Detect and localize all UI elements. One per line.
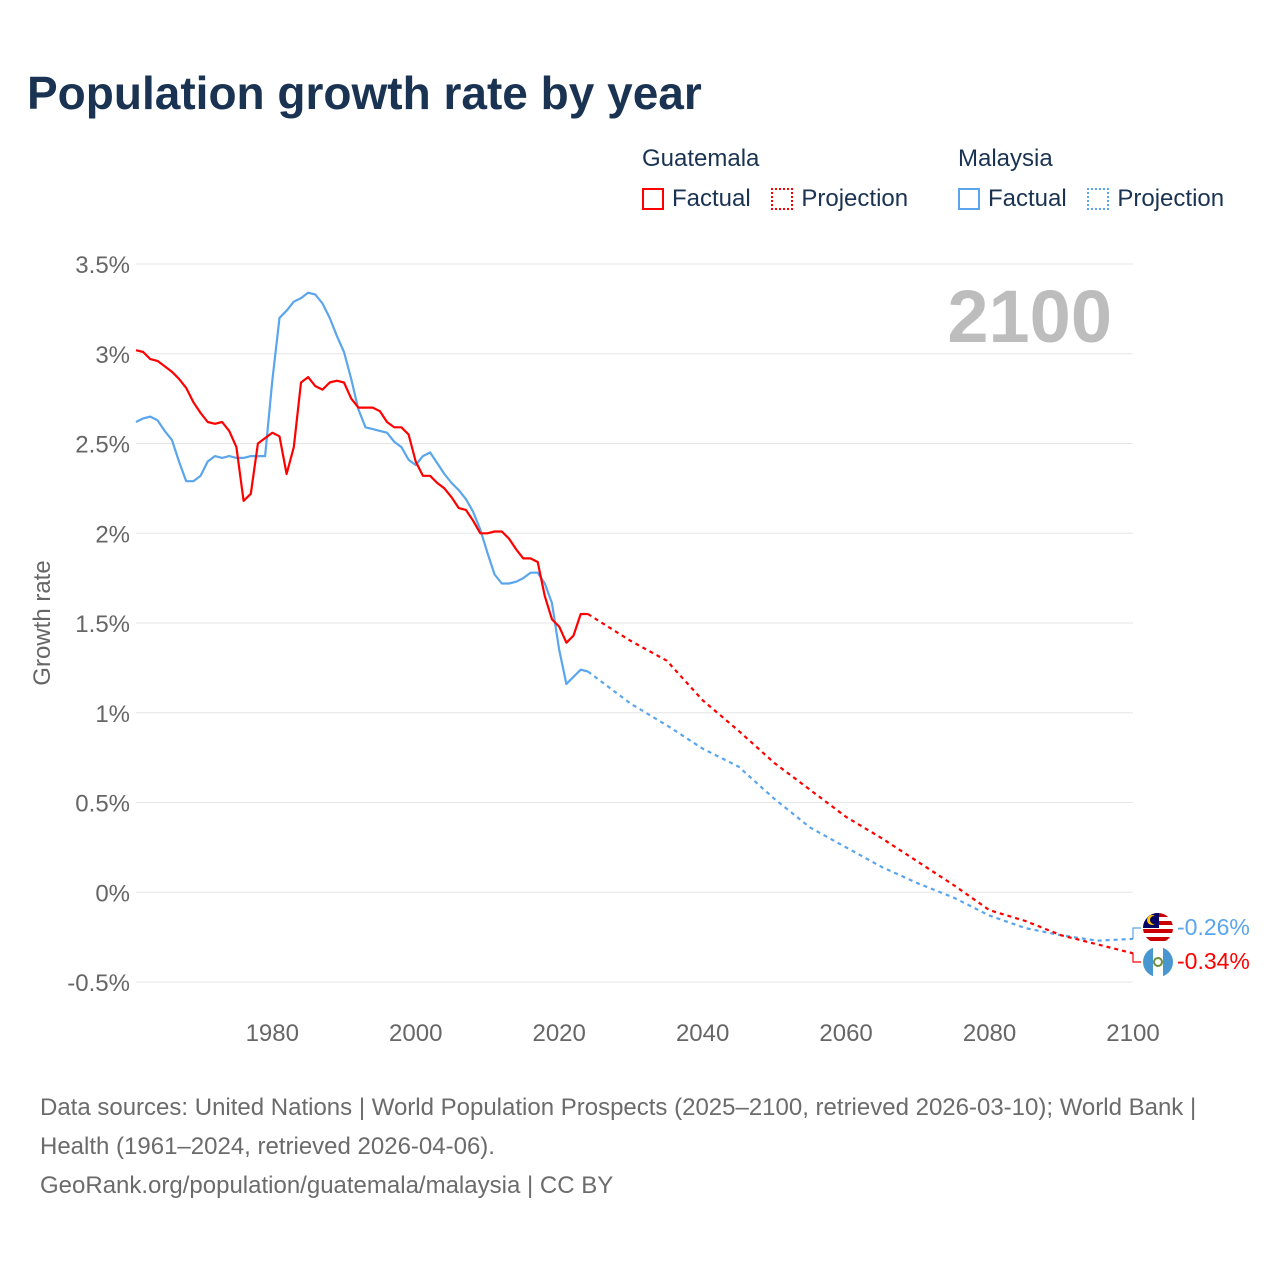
guatemala-end-label: -0.34%: [1177, 948, 1250, 974]
y-axis-label: Growth rate: [29, 560, 56, 685]
malaysia-projection-line: [587, 670, 1134, 942]
legend-group-name: Malaysia: [958, 145, 1053, 172]
y-tick-label: 1%: [95, 701, 130, 728]
legend-swatch-solid: [642, 188, 664, 210]
guatemala-flag-icon: [1143, 947, 1173, 977]
legend-label: Factual: [988, 185, 1067, 212]
credit-link[interactable]: GeoRank.org/population/guatemala/malaysi…: [40, 1172, 614, 1199]
legend-swatch-dotted: [771, 188, 794, 210]
legend-group-name: Guatemala: [642, 145, 760, 172]
x-tick-label: 2040: [676, 1020, 729, 1047]
x-tick-label: 2100: [1106, 1020, 1159, 1047]
legend-swatch-solid: [958, 188, 980, 210]
y-tick-label: 3.5%: [75, 252, 130, 279]
y-tick-label: 1.5%: [75, 611, 130, 638]
legend-item-guatemala-projection[interactable]: Projection: [771, 185, 908, 213]
malaysia-factual-line: [135, 291, 589, 686]
legend-malaysia: Malaysia Factual Projection: [958, 145, 1238, 217]
y-tick-label: 2%: [95, 521, 130, 548]
guatemala-label-connector: [1132, 953, 1141, 963]
x-tick-label: 2020: [532, 1020, 585, 1047]
legend-label: Factual: [672, 185, 751, 212]
y-tick-label: 0%: [95, 880, 130, 907]
x-tick-label: 2000: [389, 1020, 442, 1047]
y-tick-label: 2.5%: [75, 432, 130, 459]
line-chart: -0.5% 0% 0.5% 1% 1.5% 2% 2.5% 3% 3.5% 1980 2000 202…: [29, 252, 1250, 1047]
x-tick-label: 1980: [246, 1020, 299, 1047]
legend-item-malaysia-factual[interactable]: Factual: [958, 185, 1067, 213]
guatemala-projection-line: [587, 613, 1134, 955]
legend-item-malaysia-projection[interactable]: Projection: [1087, 185, 1224, 213]
x-tick-label: 2060: [819, 1020, 872, 1047]
malaysia-end-label: -0.26%: [1177, 914, 1250, 940]
year-display: 2100: [947, 275, 1112, 358]
footer: Data sources: United Nations | World Pop…: [40, 1088, 1240, 1205]
y-tick-label: 0.5%: [75, 791, 130, 818]
chart-title: Population growth rate by year: [27, 67, 702, 119]
legend-guatemala: Guatemala Factual Projection: [642, 145, 922, 217]
guatemala-factual-line: [135, 349, 588, 644]
malaysia-label-connector: [1132, 927, 1141, 939]
legend-item-guatemala-factual[interactable]: Factual: [642, 185, 751, 213]
legend-label: Projection: [801, 185, 909, 212]
legend-label: Projection: [1117, 185, 1225, 212]
y-tick-label: -0.5%: [67, 970, 130, 997]
x-tick-label: 2080: [963, 1020, 1016, 1047]
malaysia-flag-icon: [1143, 913, 1173, 943]
y-tick-label: 3%: [95, 342, 130, 369]
legend-swatch-dotted: [1087, 188, 1110, 210]
data-sources: Data sources: United Nations | World Pop…: [40, 1094, 1197, 1160]
